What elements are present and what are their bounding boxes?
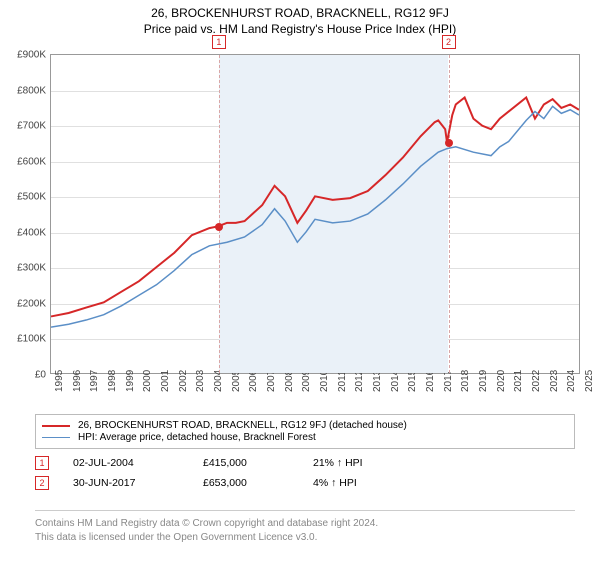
transaction-delta: 21% ↑ HPI	[313, 457, 433, 469]
x-axis-label: 2005	[231, 370, 242, 392]
legend-label: HPI: Average price, detached house, Brac…	[78, 432, 316, 443]
legend-label: 26, BROCKENHURST ROAD, BRACKNELL, RG12 9…	[78, 420, 407, 431]
x-axis-label: 2004	[213, 370, 224, 392]
transaction-row: 1 02-JUL-2004£415,00021% ↑ HPI	[35, 456, 575, 470]
x-axis-label: 2001	[160, 370, 171, 392]
event-point	[445, 139, 453, 147]
transaction-index: 1	[35, 456, 49, 470]
y-axis-label: £100K	[1, 334, 46, 345]
footer-line: This data is licensed under the Open Gov…	[35, 531, 575, 545]
line-plot	[51, 55, 579, 373]
x-axis-label: 2008	[284, 370, 295, 392]
plot-area: £0£100K£200K£300K£400K£500K£600K£700K£80…	[50, 54, 580, 374]
x-axis-label: 1995	[54, 370, 65, 392]
transaction-table: 1 02-JUL-2004£415,00021% ↑ HPI 2 30-JUN-201…	[35, 456, 575, 496]
event-marker: 2	[442, 35, 456, 49]
x-axis-label: 2006	[248, 370, 259, 392]
x-axis-label: 2002	[178, 370, 189, 392]
x-axis-label: 1997	[89, 370, 100, 392]
x-axis-label: 2009	[301, 370, 312, 392]
x-axis-label: 2014	[390, 370, 401, 392]
x-axis-label: 2012	[354, 370, 365, 392]
series-line-hpi	[51, 106, 579, 327]
x-axis-label: 2025	[584, 370, 595, 392]
x-axis-label: 2003	[195, 370, 206, 392]
footer-attribution: Contains HM Land Registry data © Crown c…	[35, 510, 575, 544]
x-axis-label: 2000	[142, 370, 153, 392]
x-axis-label: 1996	[72, 370, 83, 392]
x-axis-label: 2021	[513, 370, 524, 392]
legend-swatch	[42, 425, 70, 427]
x-axis-label: 2011	[337, 370, 348, 392]
y-axis-label: £600K	[1, 156, 46, 167]
x-axis-label: 1998	[107, 370, 118, 392]
transaction-date: 02-JUL-2004	[73, 457, 203, 469]
x-axis-label: 2017	[443, 370, 454, 392]
x-axis-label: 2018	[460, 370, 471, 392]
x-axis-label: 2016	[425, 370, 436, 392]
transaction-date: 30-JUN-2017	[73, 477, 203, 489]
x-axis-label: 1999	[125, 370, 136, 392]
y-axis-label: £200K	[1, 298, 46, 309]
y-axis-label: £300K	[1, 263, 46, 274]
y-axis-label: £800K	[1, 85, 46, 96]
event-point	[215, 223, 223, 231]
transaction-row: 2 30-JUN-2017£653,0004% ↑ HPI	[35, 476, 575, 490]
x-axis-label: 2024	[566, 370, 577, 392]
transaction-price: £415,000	[203, 457, 313, 469]
legend-item: 26, BROCKENHURST ROAD, BRACKNELL, RG12 9…	[42, 420, 568, 431]
y-axis-label: £0	[1, 370, 46, 381]
series-line-price_paid	[51, 97, 579, 316]
x-axis-label: 2007	[266, 370, 277, 392]
legend-item: HPI: Average price, detached house, Brac…	[42, 432, 568, 443]
y-axis-label: £700K	[1, 121, 46, 132]
transaction-delta: 4% ↑ HPI	[313, 477, 433, 489]
legend-swatch	[42, 437, 70, 439]
x-axis-label: 2015	[407, 370, 418, 392]
chart-subtitle: Price paid vs. HM Land Registry's House …	[0, 22, 600, 36]
transaction-index: 2	[35, 476, 49, 490]
x-axis-label: 2010	[319, 370, 330, 392]
transaction-price: £653,000	[203, 477, 313, 489]
footer-line: Contains HM Land Registry data © Crown c…	[35, 517, 575, 531]
chart-title: 26, BROCKENHURST ROAD, BRACKNELL, RG12 9…	[0, 6, 600, 20]
y-axis-label: £400K	[1, 227, 46, 238]
event-marker: 1	[212, 35, 226, 49]
legend: 26, BROCKENHURST ROAD, BRACKNELL, RG12 9…	[35, 414, 575, 449]
chart-container: 26, BROCKENHURST ROAD, BRACKNELL, RG12 9…	[0, 6, 600, 566]
y-axis-label: £900K	[1, 50, 46, 61]
x-axis-label: 2019	[478, 370, 489, 392]
y-axis-label: £500K	[1, 192, 46, 203]
x-axis-label: 2020	[496, 370, 507, 392]
x-axis-label: 2022	[531, 370, 542, 392]
x-axis-label: 2023	[549, 370, 560, 392]
x-axis-label: 2013	[372, 370, 383, 392]
